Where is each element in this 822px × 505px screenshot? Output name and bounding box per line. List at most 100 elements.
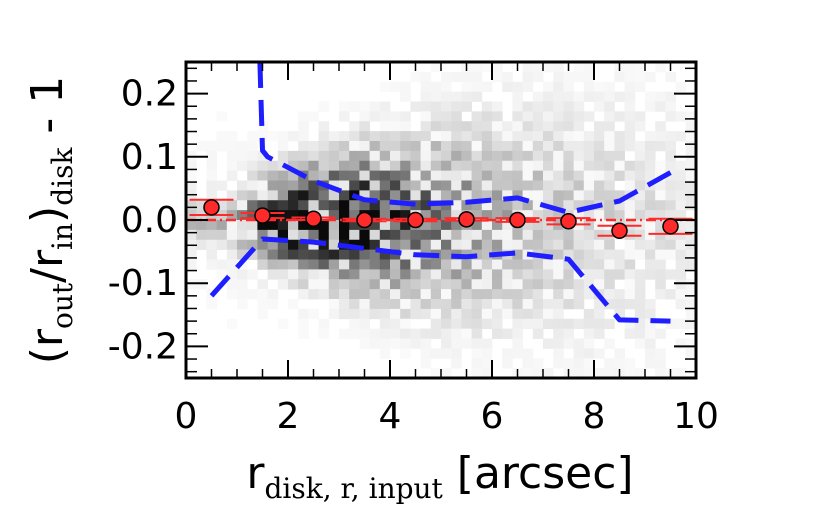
density-cell	[226, 150, 238, 162]
density-cell	[206, 180, 217, 191]
density-cell	[359, 111, 370, 122]
density-cell	[400, 141, 411, 152]
density-cell	[604, 249, 615, 260]
density-cell	[298, 249, 309, 260]
density-cell	[288, 180, 299, 191]
density-cell	[339, 160, 350, 172]
density-cell	[685, 220, 697, 231]
density-cell	[410, 71, 421, 83]
density-cell	[655, 328, 666, 339]
density-cell	[369, 101, 381, 112]
density-cell	[685, 318, 697, 330]
density-cell	[359, 190, 370, 201]
density-cell	[594, 279, 605, 290]
density-cell	[563, 299, 574, 310]
density-cell	[441, 299, 452, 310]
density-cell	[685, 180, 697, 191]
density-cell	[502, 328, 513, 339]
density-cell	[390, 338, 401, 349]
density-cell	[349, 141, 360, 152]
density-cell	[451, 279, 462, 290]
density-cell	[492, 328, 503, 339]
density-cell	[420, 81, 432, 93]
density-cell	[522, 200, 534, 211]
density-cell	[400, 150, 411, 162]
density-cell	[328, 210, 340, 221]
density-cell	[573, 131, 585, 142]
density-cell	[441, 269, 452, 280]
density-cell	[390, 269, 401, 280]
density-cell	[226, 279, 238, 290]
density-cell	[420, 121, 432, 132]
density-cell	[308, 111, 319, 122]
density-cell	[247, 220, 258, 231]
density-cell	[685, 111, 697, 122]
density-cell	[216, 239, 228, 251]
density-cell	[196, 141, 207, 152]
density-cell	[390, 308, 401, 320]
density-cell	[481, 141, 493, 152]
density-cell	[512, 259, 523, 270]
density-cell	[277, 279, 289, 290]
density-cell	[563, 101, 574, 112]
density-cell	[522, 170, 534, 181]
density-cell	[237, 269, 248, 280]
density-cell	[532, 229, 544, 241]
density-cell	[379, 81, 391, 93]
density-cell	[645, 229, 656, 241]
density-cell	[359, 170, 370, 181]
density-cell	[430, 131, 442, 142]
density-cell	[237, 141, 248, 152]
density-cell	[298, 210, 309, 221]
density-cell	[675, 279, 687, 290]
density-cell	[451, 358, 462, 369]
density-cell	[206, 190, 217, 201]
density-cell	[624, 279, 636, 290]
density-cell	[339, 150, 350, 162]
density-cell	[543, 289, 554, 300]
density-cell	[420, 289, 432, 300]
density-cell	[604, 210, 615, 221]
density-cell	[410, 200, 421, 211]
density-cell	[237, 220, 248, 231]
density-cell	[604, 289, 615, 300]
density-cell	[492, 71, 503, 83]
density-cell	[349, 229, 360, 241]
density-cell	[226, 259, 238, 270]
plot-frame	[184, 60, 698, 380]
density-cell	[675, 318, 687, 330]
density-cell	[563, 180, 574, 191]
density-cell	[665, 318, 676, 330]
density-cell	[634, 71, 646, 83]
density-cell	[298, 131, 309, 142]
density-cell	[502, 279, 513, 290]
density-cell	[502, 81, 513, 93]
density-cell	[339, 308, 350, 320]
density-cell	[349, 299, 360, 310]
density-cell	[420, 170, 432, 181]
density-cell	[512, 318, 523, 330]
density-cell	[441, 338, 452, 349]
density-cell	[492, 131, 503, 142]
density-cell	[247, 269, 258, 280]
density-cell	[369, 190, 381, 201]
density-cell	[257, 259, 268, 270]
density-cell	[410, 229, 421, 241]
density-cell	[461, 160, 472, 172]
density-cell	[451, 101, 462, 112]
density-cell	[675, 368, 687, 379]
density-cell	[583, 71, 595, 83]
density-cell	[543, 269, 554, 280]
density-cell	[655, 160, 666, 172]
density-cell	[267, 200, 279, 211]
density-cell	[267, 249, 279, 260]
density-cell	[461, 141, 472, 152]
density-cell	[288, 160, 299, 172]
density-cell	[430, 210, 442, 221]
density-cell	[441, 131, 452, 142]
density-cell	[318, 170, 330, 181]
density-cell	[359, 150, 370, 162]
y-axis-label: (rout/rin)disk - 1	[22, 76, 79, 365]
density-cell	[257, 299, 268, 310]
density-cell	[645, 348, 656, 359]
